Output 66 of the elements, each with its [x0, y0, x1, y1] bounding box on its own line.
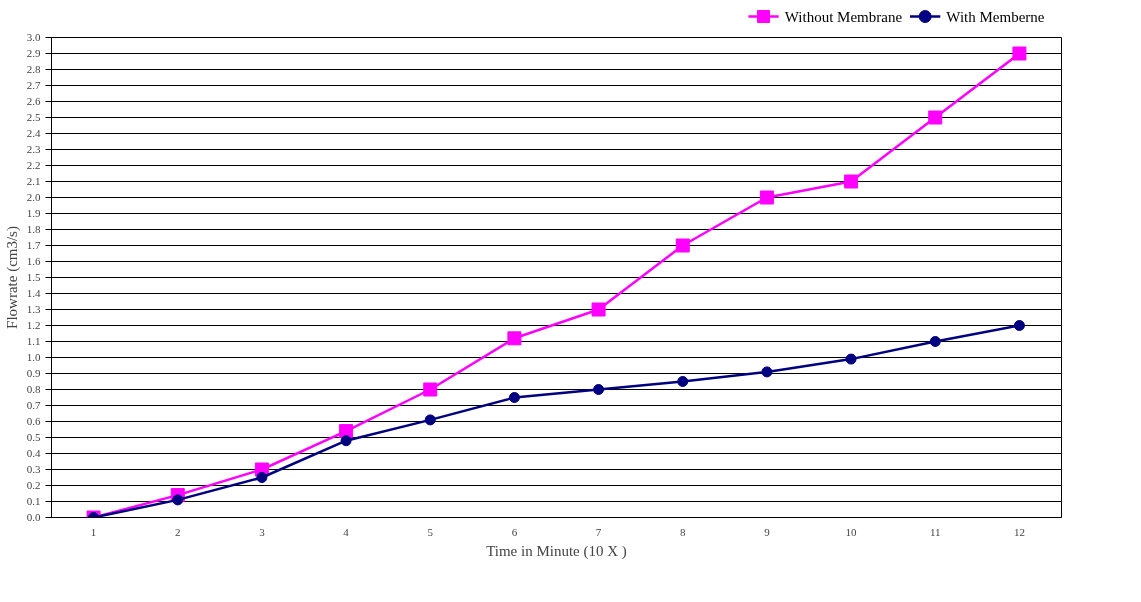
- y-tick-label: 0.3: [26, 463, 41, 475]
- y-tick-label: 1.2: [26, 319, 41, 331]
- x-tick-label: 1: [90, 525, 97, 538]
- point: [675, 238, 690, 253]
- y-tick-label: 2.9: [26, 47, 41, 59]
- point: [1013, 320, 1025, 331]
- y-tick-label: 2.3: [26, 143, 41, 155]
- x-tick-label: 11: [929, 525, 941, 538]
- x-tick-label: 10: [845, 525, 858, 538]
- y-tick-label: 0.4: [26, 447, 41, 459]
- y-tick-label: 1.5: [26, 271, 41, 283]
- y-tick-label: 0.8: [26, 383, 41, 395]
- x-tick-label: 4: [343, 525, 350, 538]
- x-axis-title: Time in Minute (10 X ): [486, 542, 627, 560]
- point: [508, 392, 520, 403]
- point: [423, 382, 438, 397]
- y-tick-label: 0.0: [26, 511, 41, 523]
- point: [591, 302, 606, 317]
- legend-label: Without Membrane: [784, 8, 903, 25]
- point: [845, 353, 857, 365]
- point: [256, 472, 268, 483]
- y-tick-label: 2.0: [26, 191, 41, 203]
- y-tick-label: 0.1: [26, 495, 41, 507]
- point: [593, 384, 605, 395]
- x-tick-label: 5: [427, 525, 434, 538]
- y-tick-label: 1.8: [26, 223, 41, 235]
- y-axis-title: Flowrate (cm3/s): [3, 226, 21, 329]
- x-tick-label: 3: [259, 525, 266, 538]
- legend-label: With Memberne: [946, 8, 1045, 25]
- y-tick-label: 2.8: [26, 63, 41, 75]
- y-tick-label: 2.7: [26, 79, 41, 91]
- x-tick-label: 7: [595, 525, 602, 538]
- point: [929, 336, 941, 347]
- y-tick-label: 1.6: [26, 255, 41, 267]
- y-tick-label: 2.2: [26, 159, 41, 171]
- y-tick-label: 0.9: [26, 367, 41, 379]
- y-tick-label: 1.9: [26, 207, 41, 219]
- y-tick-label: 2.4: [26, 127, 41, 139]
- y-tick-label: 1.1: [26, 335, 41, 347]
- point: [677, 376, 689, 387]
- point: [172, 494, 184, 506]
- y-tick-label: 2.1: [26, 175, 41, 187]
- point: [844, 174, 859, 189]
- point: [507, 331, 522, 346]
- point: [761, 366, 773, 378]
- y-tick-label: 2.5: [26, 111, 41, 123]
- point: [759, 190, 774, 205]
- x-tick-label: 9: [764, 525, 771, 538]
- y-tick-label: 3.0: [26, 31, 41, 43]
- point: [424, 414, 436, 426]
- y-tick-label: 1.7: [26, 239, 41, 251]
- point: [1012, 46, 1027, 61]
- y-tick-label: 2.6: [26, 95, 41, 107]
- x-tick-label: 8: [680, 525, 686, 538]
- y-tick-label: 1.4: [26, 287, 41, 299]
- x-tick-label: 2: [175, 525, 181, 538]
- y-tick-label: 1.0: [26, 351, 41, 363]
- x-tick-label: 6: [511, 525, 518, 538]
- y-tick-label: 0.5: [26, 431, 41, 443]
- point: [928, 110, 943, 125]
- y-tick-label: 0.7: [26, 399, 41, 411]
- y-tick-label: 0.6: [26, 415, 41, 427]
- x-tick-label: 12: [1013, 525, 1025, 538]
- y-tick-label: 0.2: [26, 479, 41, 491]
- point: [340, 435, 352, 447]
- y-tick-label: 1.3: [26, 303, 41, 315]
